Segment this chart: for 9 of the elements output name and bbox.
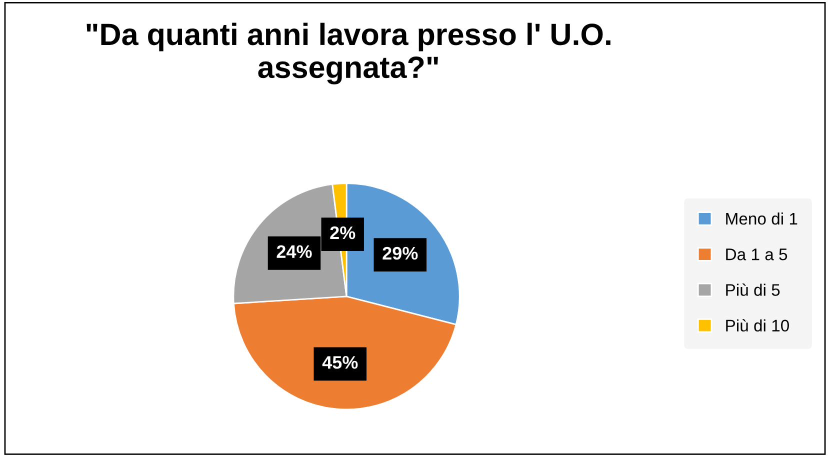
legend-label: Da 1 a 5 xyxy=(726,248,788,260)
legend-label: Meno di 1 xyxy=(726,212,798,225)
legend-label: Più di 10 xyxy=(726,319,789,332)
data-label: 45% xyxy=(322,356,358,369)
legend-label: Più di 5 xyxy=(726,283,780,296)
data-label: 2% xyxy=(330,226,356,240)
chart-title: "Da quanti anni lavora presso l' U.O. assegnata?" xyxy=(86,22,610,84)
data-label: 24% xyxy=(276,245,312,258)
data-label: 29% xyxy=(382,246,418,260)
